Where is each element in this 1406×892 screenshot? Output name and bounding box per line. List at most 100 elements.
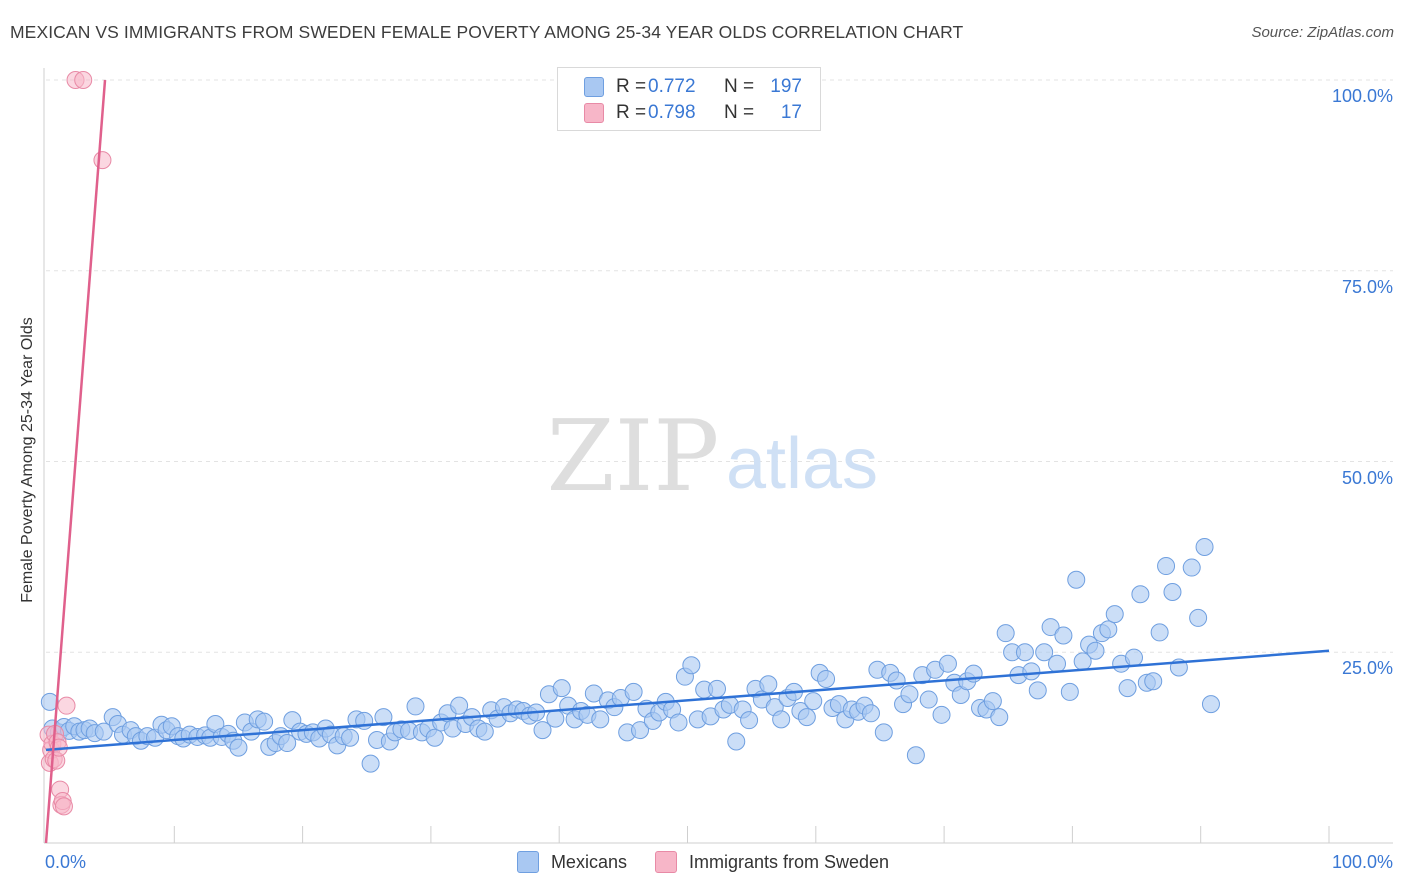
data-point-mexicans xyxy=(631,721,650,740)
legend-row-mexicans: R = 0.772 N = 197 xyxy=(584,75,802,99)
legend-swatch-blue xyxy=(584,77,604,97)
legend-r-value: 0.772 xyxy=(648,76,696,97)
data-point-mexicans xyxy=(772,710,791,729)
data-point-mexicans xyxy=(591,710,610,729)
legend-r-label: R = xyxy=(616,76,647,97)
data-point-mexicans xyxy=(817,669,836,688)
data-point-mexicans xyxy=(1067,570,1086,589)
data-point-mexicans xyxy=(1144,672,1163,691)
data-point-mexicans xyxy=(94,722,113,741)
data-point-mexicans xyxy=(1105,605,1124,624)
watermark-zip: ZIP xyxy=(547,400,720,514)
data-point-mexicans xyxy=(797,708,816,727)
trend-line-mexicans xyxy=(45,649,1330,752)
data-point-mexicans xyxy=(759,675,778,694)
data-point-mexicans xyxy=(1189,608,1208,627)
trend-line-sweden xyxy=(44,79,107,844)
axes xyxy=(43,68,1393,844)
trend-lines xyxy=(44,79,1330,844)
data-point-mexicans xyxy=(341,728,360,747)
data-point-mexicans xyxy=(983,692,1002,711)
series-legend: Mexicans Immigrants from Sweden xyxy=(0,851,1406,873)
data-point-mexicans xyxy=(450,696,469,715)
data-point-mexicans xyxy=(990,708,1009,727)
data-point-mexicans xyxy=(1035,643,1054,662)
data-point-mexicans xyxy=(1060,682,1079,701)
legend-swatch-blue xyxy=(516,851,539,873)
y-tick-label: 25.0% xyxy=(1341,658,1393,679)
data-point-mexicans xyxy=(1118,679,1137,698)
data-point-mexicans xyxy=(406,697,425,716)
data-point-mexicans xyxy=(1163,582,1182,601)
watermark: ZIP atlas xyxy=(547,400,878,514)
legend-n-value: 197 xyxy=(770,76,802,97)
data-point-mexicans xyxy=(887,671,906,690)
data-point-mexicans xyxy=(361,754,380,773)
chart-title: MEXICAN VS IMMIGRANTS FROM SWEDEN FEMALE… xyxy=(10,22,964,42)
data-point-mexicans xyxy=(1124,648,1143,667)
data-point-sweden xyxy=(57,696,76,715)
data-point-sweden xyxy=(93,151,112,170)
data-point-mexicans xyxy=(1182,558,1201,577)
gridlines xyxy=(46,79,1393,653)
data-point-mexicans xyxy=(1015,643,1034,662)
data-point-mexicans xyxy=(919,690,938,709)
data-point-mexicans xyxy=(255,712,274,731)
data-point-sweden xyxy=(74,71,93,89)
data-point-mexicans xyxy=(1099,620,1118,639)
watermark-atlas: atlas xyxy=(726,424,878,504)
data-point-mexicans xyxy=(1048,654,1067,673)
data-point-mexicans xyxy=(874,723,893,742)
data-point-mexicans xyxy=(1041,618,1060,637)
series-mexicans xyxy=(40,537,1220,773)
legend-n-label: N = xyxy=(724,76,755,97)
legend-item-mexicans: Mexicans xyxy=(516,851,627,873)
data-point-mexicans xyxy=(1086,641,1105,660)
legend-n-value: 17 xyxy=(780,102,802,123)
legend-n-label: N = xyxy=(724,102,755,123)
data-point-mexicans xyxy=(932,705,951,724)
data-point-mexicans xyxy=(1131,585,1150,604)
data-point-mexicans xyxy=(229,738,248,757)
data-point-mexicans xyxy=(861,704,880,723)
data-point-mexicans xyxy=(996,624,1015,643)
y-tick-label: 50.0% xyxy=(1341,467,1393,488)
series-immigrants-from-sweden xyxy=(39,71,112,816)
y-tick-label: 75.0% xyxy=(1341,276,1393,297)
legend-swatch-pink xyxy=(584,103,604,123)
data-point-mexicans xyxy=(278,734,297,753)
data-point-mexicans xyxy=(740,711,759,730)
data-point-mexicans xyxy=(938,654,957,673)
data-point-mexicans xyxy=(624,682,643,701)
source-label: Source: ZipAtlas.com xyxy=(1251,24,1394,41)
data-point-mexicans xyxy=(804,692,823,711)
x-tick-label: 0.0% xyxy=(45,852,87,872)
legend-label-mexicans: Mexicans xyxy=(550,851,627,872)
data-point-mexicans xyxy=(727,732,746,751)
data-point-mexicans xyxy=(533,721,552,740)
correlation-legend: R = 0.772 N = 197 R = 0.798 N = 17 xyxy=(557,67,821,131)
data-point-mexicans xyxy=(906,746,925,765)
data-point-mexicans xyxy=(1150,623,1169,642)
data-point-mexicans xyxy=(669,713,688,732)
legend-row-sweden: R = 0.798 N = 17 xyxy=(584,101,802,125)
data-point-mexicans xyxy=(708,679,727,698)
data-point-sweden xyxy=(54,797,73,816)
data-point-mexicans xyxy=(1195,537,1214,556)
data-point-mexicans xyxy=(552,679,571,698)
legend-r-value: 0.798 xyxy=(648,102,696,123)
data-point-mexicans xyxy=(374,708,393,727)
data-point-mexicans xyxy=(1157,557,1176,576)
y-tick-label: 100.0% xyxy=(1331,86,1393,106)
data-point-mexicans xyxy=(682,656,701,675)
data-point-mexicans xyxy=(546,709,565,728)
x-tick-label: 100.0% xyxy=(1331,852,1393,872)
legend-item-sweden: Immigrants from Sweden xyxy=(654,851,890,873)
legend-label-sweden: Immigrants from Sweden xyxy=(688,851,890,872)
data-point-mexicans xyxy=(1201,695,1220,714)
legend-swatch-pink xyxy=(654,851,677,873)
data-point-mexicans xyxy=(475,722,494,741)
data-point-mexicans xyxy=(1054,626,1073,645)
data-point-mexicans xyxy=(1022,662,1041,681)
